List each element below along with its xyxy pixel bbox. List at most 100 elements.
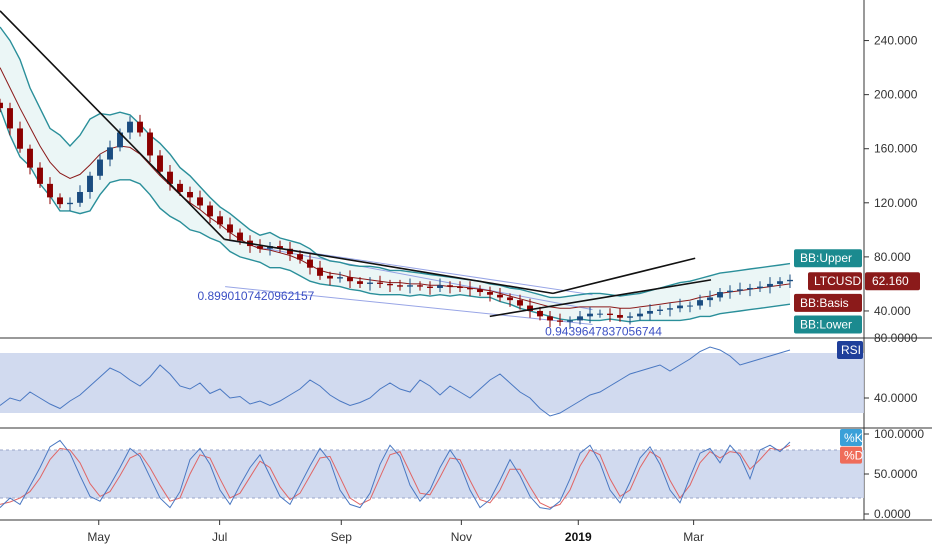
stochastic-d-tag-background	[840, 446, 862, 464]
candle-body	[387, 283, 393, 286]
candle-body	[347, 277, 353, 282]
price-panel[interactable]: 0.8990107420962157 0.9439647837056744 24…	[0, 10, 920, 338]
axis-tag-bg	[794, 249, 862, 268]
candle-body	[47, 183, 53, 198]
candle-body	[657, 309, 663, 311]
candle-body	[377, 282, 383, 284]
candle-body	[527, 305, 533, 311]
candle-body	[397, 285, 403, 287]
candle-body	[707, 297, 713, 301]
candle-body	[697, 300, 703, 306]
candle-body	[577, 316, 583, 321]
candle-body	[437, 285, 443, 288]
rsi-axis-label: 80.0000	[874, 331, 918, 345]
axis-tag-label: LTCUSD	[814, 274, 861, 288]
stochastic-k-tag-background	[840, 429, 862, 446]
stochastic-d-tag-label: %D	[844, 449, 864, 463]
candle-body	[167, 171, 173, 184]
candle-body	[787, 279, 793, 282]
price-axis-label: 160.000	[874, 142, 918, 156]
candle-body	[407, 285, 413, 287]
rsi-tag-label: RSI	[841, 343, 861, 357]
axis-tag-bg	[794, 315, 862, 334]
price-axis-label: 120.000	[874, 196, 918, 210]
fib-line-2	[225, 286, 593, 325]
panel-frame	[0, 0, 932, 521]
candle-body	[287, 248, 293, 255]
rsi-axis: 80.0000 40.0000	[864, 331, 918, 405]
candle-body	[497, 294, 503, 298]
stochastic-d-tag: %D	[840, 446, 864, 464]
candle-body	[337, 277, 343, 279]
candle-body	[677, 305, 683, 309]
candle-body	[297, 254, 303, 260]
candle-body	[637, 313, 643, 317]
time-axis[interactable]: May Jul Sep Nov 2019 Mar	[87, 520, 704, 544]
candle-body	[227, 224, 233, 233]
candle-body	[587, 313, 593, 317]
candle-body	[767, 283, 773, 287]
candle-body	[27, 148, 33, 168]
trendline-2	[224, 238, 554, 295]
candle-body	[507, 297, 513, 301]
candle-body	[447, 285, 453, 287]
fib-annotation-label-1: 0.8990107420962157	[198, 289, 315, 303]
trendline-4	[489, 279, 712, 318]
candle-body	[307, 259, 313, 268]
last-price-label: 62.160	[872, 274, 909, 288]
trendline-3	[552, 257, 696, 295]
candle-body	[157, 155, 163, 172]
rsi-line	[0, 346, 791, 417]
candle-body	[147, 132, 153, 156]
stochastic-d-line	[0, 444, 791, 509]
price-axis-label: 200.000	[874, 88, 918, 102]
candle-body	[127, 121, 133, 133]
candle-body	[327, 275, 333, 279]
price-axis[interactable]: 240.000 200.000 160.000 120.000 80.000 40.000	[864, 34, 918, 318]
candle-body	[137, 121, 143, 133]
stochastic-k-line	[0, 439, 791, 510]
candle-body	[117, 132, 123, 148]
candle-body	[107, 147, 113, 160]
candle-body	[197, 197, 203, 206]
axis-tag-bg	[808, 272, 862, 291]
axis-tag-label: BB:Basis	[800, 296, 849, 310]
candle-body	[597, 313, 603, 315]
candle-body	[537, 310, 543, 317]
time-axis-label: 2019	[565, 530, 592, 544]
candle-body	[457, 286, 463, 288]
candle-body	[647, 310, 653, 314]
fib-line-3	[252, 245, 593, 311]
price-axis-tags: BB:Upper LTCUSD 62.160 BB:Basis BB:Lower	[794, 249, 920, 334]
candle-body	[17, 128, 23, 149]
candle-body	[467, 287, 473, 290]
stochastic-panel[interactable]: 100.0000 50.0000 0.0000 %K %D	[0, 427, 924, 521]
candle-body	[627, 316, 633, 318]
candle-body	[277, 246, 283, 249]
candle-body	[567, 320, 573, 322]
candle-body	[547, 316, 553, 321]
candle-body	[57, 197, 63, 205]
candle-body	[367, 282, 373, 284]
trendline-drawings[interactable]	[0, 10, 712, 318]
bollinger-basis-line	[0, 67, 791, 309]
candle-body	[177, 183, 183, 192]
candle-body	[617, 315, 623, 318]
stochastic-axis: 100.0000 50.0000 0.0000	[864, 427, 924, 521]
rsi-tag: RSI	[837, 341, 863, 359]
last-price-tag-bg	[865, 272, 920, 291]
axis-tag-label: BB:Lower	[800, 317, 852, 331]
candle-body	[7, 108, 13, 129]
rsi-panel[interactable]: 80.0000 40.0000 RSI	[0, 331, 918, 417]
price-axis-label: 40.000	[874, 304, 911, 318]
candle-body	[757, 286, 763, 288]
candle-body	[0, 102, 3, 109]
candle-body	[357, 281, 363, 284]
bollinger-band-fill	[0, 27, 790, 322]
candle-body	[607, 313, 613, 316]
candle-body	[217, 216, 223, 225]
price-axis-label: 240.000	[874, 34, 918, 48]
stochastic-k-tag: %K	[840, 429, 863, 446]
candle-body	[237, 232, 243, 241]
